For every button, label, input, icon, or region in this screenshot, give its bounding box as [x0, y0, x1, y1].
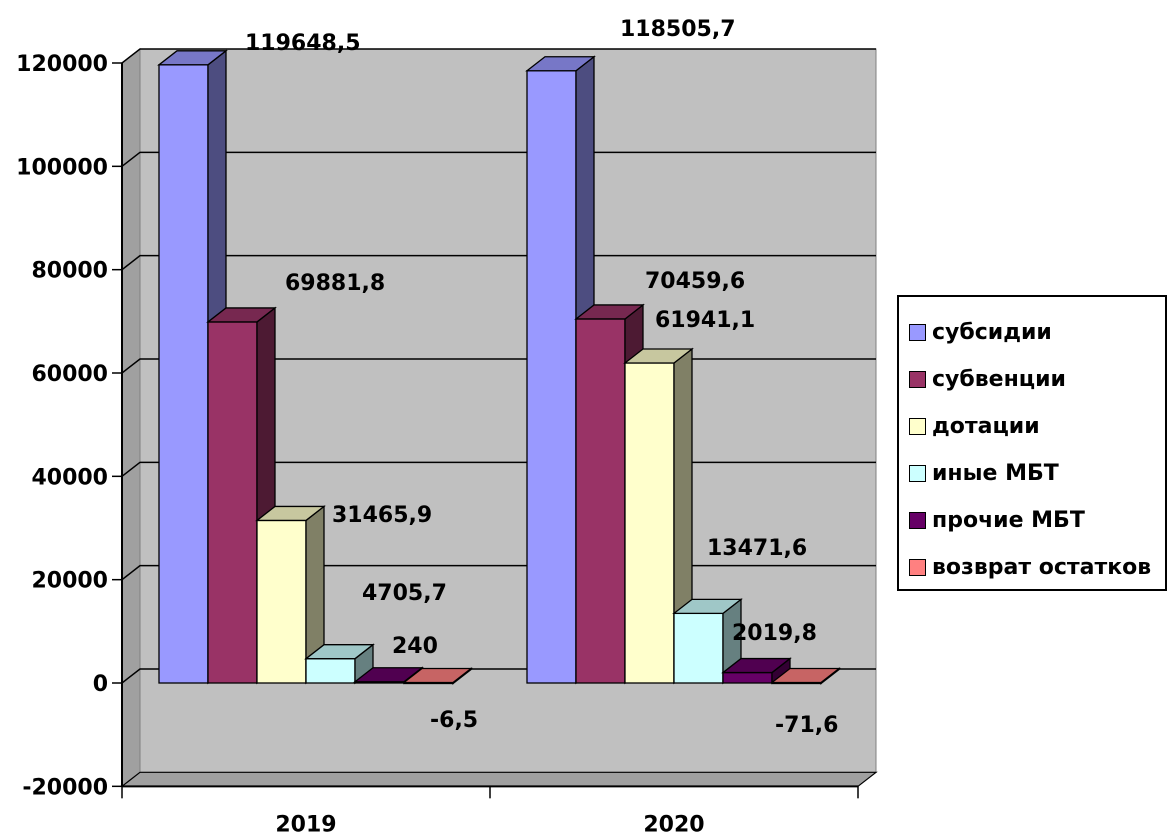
legend-label: дотации — [932, 414, 1040, 439]
bar-front — [722, 671, 773, 684]
plot-floor — [120, 771, 878, 787]
legend-item: дотации — [909, 403, 1165, 450]
y-tick-label: 60000 — [31, 362, 108, 387]
bar-front — [673, 612, 724, 684]
legend-label: субвенции — [932, 367, 1066, 392]
bar-top — [623, 348, 694, 364]
data-label: 240 — [392, 634, 438, 659]
legend-item: прочие МБТ — [909, 497, 1165, 544]
gridline — [121, 48, 876, 64]
bar — [721, 657, 792, 685]
y-tick-label: -20000 — [22, 775, 108, 800]
bar — [304, 643, 375, 685]
legend-swatch — [909, 371, 926, 388]
legend-item: субсидии — [909, 309, 1165, 356]
bar — [402, 667, 473, 685]
bar-top — [304, 644, 375, 660]
gridline — [121, 151, 876, 167]
y-tick-label: 120000 — [16, 52, 108, 77]
bar-front — [575, 318, 626, 684]
bar-front — [305, 658, 356, 684]
data-label: 61941,1 — [655, 308, 755, 333]
data-label: -71,6 — [775, 713, 838, 738]
bar-top — [157, 50, 228, 66]
x-tick-label: 2020 — [643, 812, 704, 837]
bar-front — [526, 70, 577, 684]
x-tick-label: 2019 — [275, 812, 336, 837]
legend-swatch — [909, 465, 926, 482]
data-label: 31465,9 — [332, 503, 432, 528]
y-tick-label: 0 — [93, 672, 108, 697]
legend-label: возврат остатков — [932, 555, 1152, 580]
legend-swatch — [909, 559, 926, 576]
bar-top — [206, 307, 277, 323]
bar-top — [353, 667, 424, 683]
y-tick-label: 40000 — [31, 465, 108, 490]
bar — [623, 347, 694, 685]
data-label: 69881,8 — [285, 271, 385, 296]
data-label: -6,5 — [430, 708, 478, 733]
legend-swatch — [909, 324, 926, 341]
legend-swatch — [909, 418, 926, 435]
data-label: 13471,6 — [707, 536, 807, 561]
bar-front — [624, 362, 675, 684]
bar-front — [256, 519, 307, 684]
bar-top — [574, 304, 645, 320]
bar-top — [255, 505, 326, 522]
gridline — [121, 254, 876, 271]
bar — [770, 667, 841, 685]
legend-label: прочие МБТ — [932, 508, 1085, 533]
legend-swatch — [909, 512, 926, 529]
y-tick-label: 100000 — [16, 155, 108, 180]
data-label: 4705,7 — [362, 581, 447, 606]
legend-item: возврат остатков — [909, 544, 1165, 591]
bar-top — [672, 598, 743, 615]
bar-top — [721, 657, 792, 674]
bar-top — [402, 667, 473, 684]
y-tick-label: 80000 — [31, 259, 108, 284]
legend-item: субвенции — [909, 356, 1165, 403]
bar-front — [158, 64, 209, 684]
legend-item: иные МБТ — [909, 450, 1165, 497]
data-label: 70459,6 — [645, 269, 745, 294]
legend: субсидии субвенции дотации иные МБТ прочие М… — [897, 295, 1167, 591]
bar-top — [770, 667, 841, 684]
bar — [255, 505, 326, 685]
bar-top — [525, 56, 596, 72]
data-label: 2019,8 — [732, 621, 817, 646]
data-label: 119648,5 — [245, 31, 361, 56]
bar-front — [207, 321, 258, 684]
data-label: 118505,7 — [620, 17, 736, 42]
y-tick-label: 20000 — [31, 569, 108, 594]
legend-label: субсидии — [932, 320, 1052, 345]
legend-label: иные МБТ — [932, 461, 1059, 486]
